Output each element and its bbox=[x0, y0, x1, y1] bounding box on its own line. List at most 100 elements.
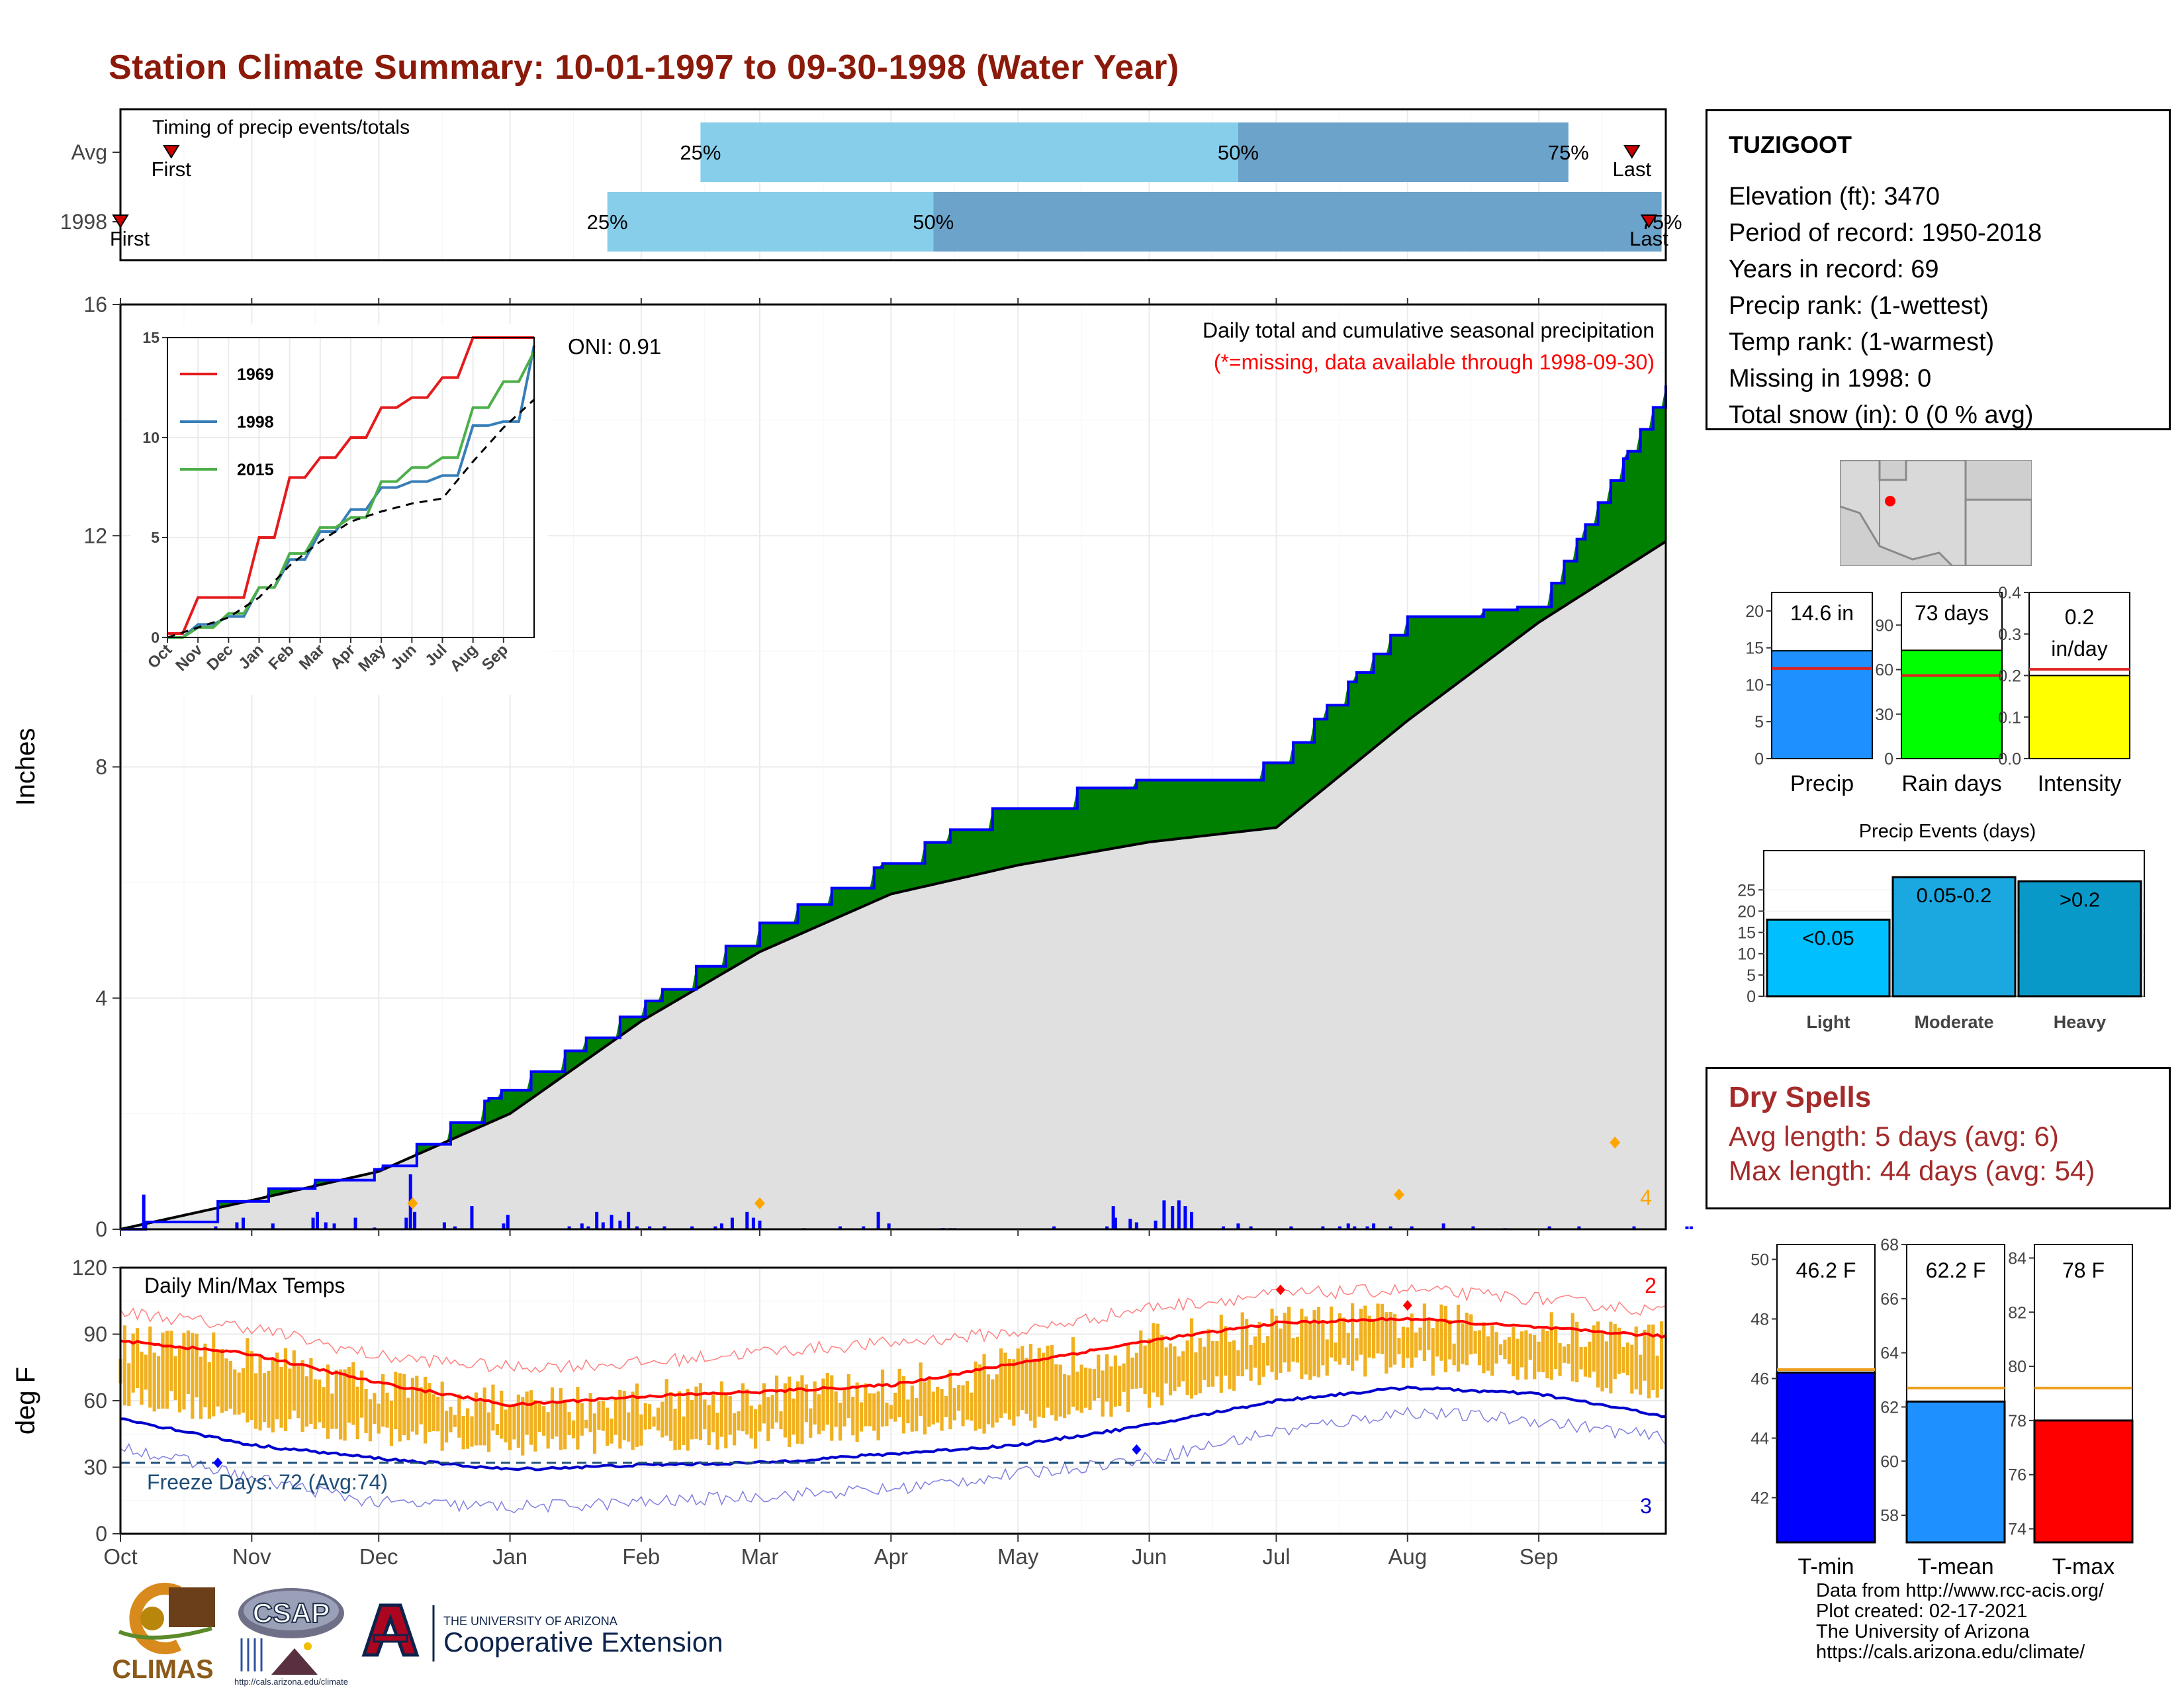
temp-y-tick-label: 30 bbox=[83, 1456, 107, 1479]
daily-temp-bar bbox=[326, 1364, 330, 1439]
daily-precip-bar bbox=[311, 1217, 315, 1229]
daily-temp-bar bbox=[1486, 1336, 1490, 1371]
daily-precip-bar bbox=[1236, 1223, 1240, 1229]
daily-precip-bar bbox=[662, 1226, 666, 1229]
extreme-precip-marker bbox=[1610, 1137, 1621, 1149]
daily-precip-bar bbox=[876, 1211, 880, 1229]
record-min-line bbox=[120, 1406, 1666, 1514]
daily-temp-bar bbox=[1503, 1339, 1507, 1360]
daily-temp-bar bbox=[432, 1394, 435, 1432]
daily-temp-bar bbox=[1507, 1337, 1511, 1364]
month-axis-label: Nov bbox=[232, 1544, 271, 1569]
event-range-label: >0.2 bbox=[2060, 888, 2100, 911]
daily-temp-bar bbox=[1414, 1332, 1418, 1358]
daily-precip-bar bbox=[353, 1217, 357, 1229]
daily-temp-bar bbox=[1021, 1346, 1024, 1411]
events-tick-label: 25 bbox=[1737, 881, 1756, 900]
daily-temp-bar bbox=[1198, 1338, 1202, 1393]
daily-precip-bar bbox=[324, 1222, 328, 1229]
timing-q25-label: 25% bbox=[587, 211, 628, 234]
daily-temp-bar bbox=[1312, 1310, 1316, 1377]
daily-temp-bar bbox=[1203, 1346, 1206, 1380]
temp-summary-tick-label: 74 bbox=[2008, 1521, 2026, 1539]
daily-temp-bar bbox=[1634, 1326, 1638, 1389]
daily-temp-bar bbox=[999, 1348, 1003, 1418]
inset-average-line bbox=[167, 399, 535, 639]
record-max-line bbox=[120, 1284, 1666, 1374]
daily-temp-bar bbox=[516, 1394, 520, 1448]
daily-precip-bar bbox=[580, 1223, 584, 1229]
credits-university: The University of Arizona bbox=[1816, 1621, 2030, 1642]
daily-temp-bar bbox=[1007, 1358, 1012, 1420]
daily-temp-bar bbox=[1215, 1341, 1219, 1377]
temp-summary-tick-label: 66 bbox=[1880, 1290, 1899, 1309]
ua-university-text: THE UNIVERSITY OF ARIZONA bbox=[443, 1615, 617, 1628]
daily-temp-bar bbox=[1439, 1304, 1443, 1361]
daily-temp-bar bbox=[592, 1413, 597, 1454]
daily-precip-bar bbox=[1154, 1220, 1158, 1229]
daily-precip-bar bbox=[1365, 1226, 1369, 1229]
daily-precip-bar bbox=[745, 1211, 749, 1229]
daily-precip-bar bbox=[1128, 1219, 1132, 1229]
temp-summary-tick-label: 62 bbox=[1880, 1398, 1899, 1417]
daily-temp-bar bbox=[995, 1374, 999, 1423]
temp-summary-tick-label: 76 bbox=[2008, 1466, 2026, 1485]
daily-temp-bar bbox=[673, 1409, 677, 1450]
daily-temp-bar bbox=[1308, 1323, 1312, 1380]
daily-temp-bar bbox=[169, 1331, 173, 1391]
daily-temp-bar bbox=[1575, 1321, 1579, 1383]
daily-precip-bar bbox=[1105, 1226, 1109, 1229]
daily-precip-bar bbox=[586, 1226, 590, 1229]
daily-precip-bar bbox=[1471, 1226, 1475, 1229]
event-range-label: 0.05-0.2 bbox=[1917, 884, 1992, 907]
daily-temp-bar bbox=[394, 1372, 398, 1430]
summary-tick-label: 30 bbox=[1875, 706, 1893, 724]
csap-logo-text: CSAP bbox=[253, 1597, 330, 1628]
temp-summary-bar bbox=[1776, 1372, 1876, 1544]
daily-temp-bar bbox=[1473, 1331, 1477, 1354]
daily-temp-bar bbox=[889, 1405, 893, 1419]
daily-precip-bar bbox=[442, 1222, 446, 1229]
daily-temp-bar bbox=[851, 1397, 855, 1436]
daily-temp-bar bbox=[622, 1390, 626, 1440]
daily-precip-bar bbox=[1113, 1217, 1117, 1229]
daily-temp-bar bbox=[1122, 1363, 1126, 1392]
event-bar bbox=[2017, 880, 2142, 998]
daily-temp-bar bbox=[288, 1368, 292, 1420]
daily-temp-bar bbox=[1427, 1317, 1431, 1350]
temp-summary-value-label: 78 F bbox=[2062, 1258, 2105, 1282]
daily-temp-bar bbox=[1600, 1331, 1604, 1391]
daily-temp-bar bbox=[838, 1403, 842, 1441]
daily-temp-bar bbox=[173, 1356, 177, 1400]
daily-temp-bar bbox=[652, 1416, 656, 1427]
daily-precip-bar bbox=[235, 1222, 239, 1229]
daily-temp-bar bbox=[1177, 1356, 1181, 1387]
timing-chart: Timing of precip events/totals Avg 25% 50% 7… bbox=[60, 108, 1682, 261]
daily-precip-bar bbox=[1177, 1200, 1181, 1229]
daily-temp-bar bbox=[300, 1360, 304, 1432]
temp-chart: 0 30 60 90 120 Oct Nov Dec Jan Feb Mar Apr May Jun Jul… bbox=[11, 1256, 1667, 1569]
summary-tick-label: 0.0 bbox=[1998, 750, 2021, 769]
daily-temp-bar bbox=[821, 1378, 825, 1431]
daily-temp-bar bbox=[1240, 1312, 1244, 1377]
daily-precip-bar bbox=[1221, 1226, 1225, 1229]
daily-temp-bar bbox=[1024, 1358, 1028, 1414]
daily-temp-bar bbox=[643, 1403, 647, 1430]
daily-temp-bar bbox=[698, 1383, 703, 1440]
daily-temp-bar bbox=[656, 1407, 660, 1431]
daily-temp-bar bbox=[1660, 1321, 1664, 1389]
daily-temp-bar bbox=[1016, 1348, 1020, 1417]
daily-temp-bar bbox=[521, 1397, 525, 1456]
daily-temp-bar bbox=[1401, 1327, 1405, 1368]
daily-precip-bar bbox=[214, 1226, 218, 1229]
temp-summary-tick-label: 84 bbox=[2008, 1249, 2026, 1268]
precip-y-tick-label: 8 bbox=[95, 755, 107, 779]
summary-tick-label: 0 bbox=[1884, 750, 1893, 769]
daily-temp-bar bbox=[1083, 1368, 1088, 1408]
daily-temp-bar bbox=[1528, 1333, 1532, 1360]
summary-bar bbox=[1901, 649, 2003, 760]
daily-temp-bar bbox=[271, 1358, 275, 1432]
daily-temp-bar bbox=[931, 1391, 935, 1425]
daily-temp-bar bbox=[275, 1352, 279, 1420]
daily-temp-bar bbox=[614, 1398, 618, 1435]
